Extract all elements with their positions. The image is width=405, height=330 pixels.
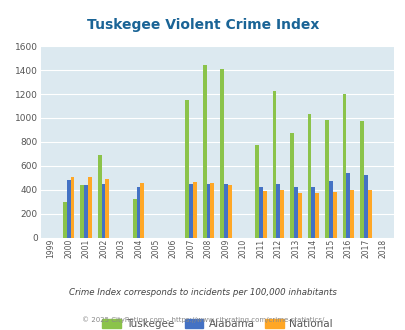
Bar — [70, 177, 74, 238]
Bar — [342, 94, 345, 238]
Bar — [224, 184, 227, 238]
Bar — [84, 185, 88, 238]
Bar — [189, 184, 192, 238]
Bar — [276, 184, 279, 238]
Bar — [359, 121, 363, 238]
Bar — [262, 191, 266, 238]
Bar — [227, 185, 231, 238]
Bar — [350, 190, 353, 238]
Bar — [88, 177, 92, 238]
Bar — [136, 187, 140, 238]
Bar — [63, 202, 66, 238]
Bar — [98, 155, 101, 238]
Bar — [363, 175, 367, 238]
Bar — [140, 183, 144, 238]
Bar — [315, 193, 318, 238]
Bar — [345, 173, 350, 238]
Bar — [101, 184, 105, 238]
Bar — [290, 133, 293, 238]
Bar — [192, 182, 196, 238]
Bar — [307, 114, 311, 238]
Bar — [80, 185, 84, 238]
Bar — [210, 183, 214, 238]
Bar — [367, 190, 371, 238]
Bar — [66, 180, 70, 238]
Bar — [311, 187, 315, 238]
Bar — [279, 190, 284, 238]
Bar — [185, 100, 189, 238]
Bar — [206, 184, 210, 238]
Bar — [202, 65, 206, 238]
Bar — [324, 120, 328, 238]
Bar — [105, 179, 109, 238]
Bar — [272, 91, 276, 238]
Text: © 2025 CityRating.com - https://www.cityrating.com/crime-statistics/: © 2025 CityRating.com - https://www.city… — [82, 317, 323, 323]
Bar — [332, 191, 336, 238]
Bar — [258, 187, 262, 238]
Bar — [220, 69, 224, 238]
Bar — [254, 145, 258, 238]
Bar — [293, 187, 297, 238]
Bar — [328, 181, 332, 238]
Legend: Tuskegee, Alabama, National: Tuskegee, Alabama, National — [98, 315, 335, 330]
Text: Crime Index corresponds to incidents per 100,000 inhabitants: Crime Index corresponds to incidents per… — [69, 287, 336, 297]
Bar — [297, 193, 301, 238]
Text: Tuskegee Violent Crime Index: Tuskegee Violent Crime Index — [87, 18, 318, 32]
Bar — [132, 199, 136, 238]
